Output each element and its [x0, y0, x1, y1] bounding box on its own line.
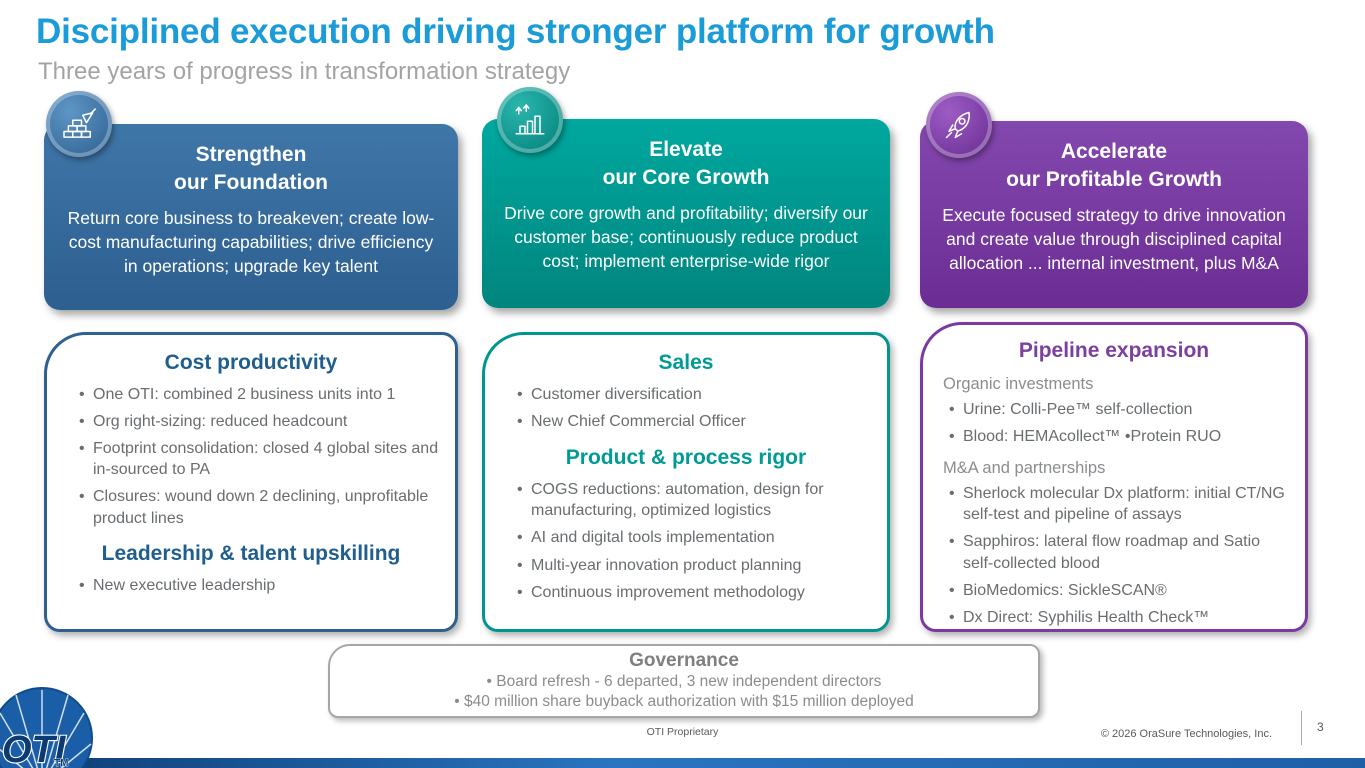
page-subtitle: Three years of progress in transformatio…: [38, 58, 571, 85]
bullet-item: Footprint consolidation: closed 4 global…: [79, 438, 443, 480]
growth-chart-icon: [497, 87, 563, 153]
detail-card-foundation: Cost productivity One OTI: combined 2 bu…: [44, 332, 458, 632]
bullet-item: Dx Direct: Syphilis Health Check™: [949, 607, 1293, 628]
pillar-title-line2: our Foundation: [174, 170, 328, 194]
bricks-trowel-icon-glyph: [63, 108, 96, 138]
footer-proprietary-text: OTI Proprietary: [646, 726, 719, 738]
bullet-item: One OTI: combined 2 business units into …: [79, 384, 443, 405]
bullet-item: Sapphiros: lateral flow roadmap and Sati…: [949, 531, 1293, 573]
pillar-title: Strengthen our Foundation: [44, 124, 458, 196]
pillar-card-elevate-core-growth: Elevate our Core Growth Drive core growt…: [482, 119, 890, 308]
pillar-description: Drive core growth and profitability; div…: [504, 203, 868, 272]
bottom-accent-bar: [0, 758, 1365, 768]
bricks-trowel-icon: [46, 91, 112, 157]
pillar-card-accelerate-profitable-growth: Accelerate our Profitable Growth Execute…: [920, 121, 1308, 308]
bullet-item: New executive leadership: [79, 575, 443, 596]
bullet-item: New Chief Commercial Officer: [517, 411, 875, 432]
bullet-item: Blood: HEMAcollect™ •Protein RUO: [949, 426, 1293, 447]
logo-tm: TM: [54, 758, 68, 768]
bullet-list: Customer diversification New Chief Comme…: [485, 384, 887, 432]
pillar-description: Execute focused strategy to drive innova…: [942, 205, 1286, 274]
pillar-title-line1: Elevate: [649, 138, 723, 161]
page-number: 3: [1317, 720, 1324, 734]
bullet-item: AI and digital tools implementation: [517, 527, 875, 548]
governance-bullet-text: Board refresh - 6 departed, 3 new indepe…: [487, 673, 882, 690]
footer-copyright-text: © 2026 OraSure Technologies, Inc.: [1100, 728, 1272, 740]
orasure-logo: OTI TM: [0, 686, 94, 768]
section-heading-product-process: Product & process rigor: [565, 446, 807, 470]
bullet-item: Sherlock molecular Dx platform: initial …: [949, 483, 1293, 525]
section-heading-sales: Sales: [658, 351, 714, 374]
bullet-list: Urine: Colli-Pee™ self-collection Blood:…: [923, 399, 1305, 447]
logo-text: OTI: [2, 729, 67, 768]
detail-card-core-growth: Sales Customer diversification New Chief…: [482, 332, 890, 632]
pillar-title-line2: our Profitable Growth: [1006, 167, 1222, 191]
bullet-list: COGS reductions: automation, design for …: [485, 479, 887, 603]
bullet-item: Closures: wound down 2 declining, unprof…: [79, 486, 443, 528]
pillar-title-line1: Strengthen: [195, 143, 307, 166]
bullet-item: Customer diversification: [517, 384, 875, 405]
pillar-title: Elevate our Core Growth: [482, 119, 890, 191]
section-heading-leadership: Leadership & talent upskilling: [101, 541, 401, 565]
rocket-icon: [926, 92, 992, 158]
page-title: Disciplined execution driving stronger p…: [36, 12, 995, 51]
bullet-list: Sherlock molecular Dx platform: initial …: [923, 483, 1305, 628]
pillar-title: Accelerate our Profitable Growth: [920, 121, 1308, 193]
detail-card-pipeline: Pipeline expansion Organic investments U…: [920, 322, 1308, 632]
rocket-icon-glyph: [945, 111, 970, 139]
bullet-item: COGS reductions: automation, design for …: [517, 479, 875, 521]
growth-chart-icon-glyph: [515, 104, 545, 135]
governance-heading: Governance: [629, 650, 739, 671]
bullet-list: New executive leadership: [47, 575, 455, 596]
bullet-item: BioMedomics: SickleSCAN®: [949, 580, 1293, 601]
group-label-ma-partnerships: M&A and partnerships: [943, 459, 1106, 478]
bullet-list: One OTI: combined 2 business units into …: [47, 384, 455, 529]
bullet-item: Multi-year innovation product planning: [517, 555, 875, 576]
governance-bullet: $40 million share buyback authorization …: [330, 692, 1038, 712]
bullet-item: Urine: Colli-Pee™ self-collection: [949, 399, 1293, 420]
pillar-title-line2: our Core Growth: [602, 165, 770, 189]
pillar-card-strengthen-foundation: Strengthen our Foundation Return core bu…: [44, 124, 458, 310]
orasure-logo-graphic: OTI TM: [0, 687, 93, 768]
group-label-organic: Organic investments: [943, 375, 1094, 393]
governance-bullet-text: $40 million share buyback authorization …: [454, 693, 914, 710]
bullet-item: Continuous improvement methodology: [517, 582, 875, 603]
bullet-item: Org right-sizing: reduced headcount: [79, 411, 443, 432]
footer-divider: [1301, 711, 1302, 745]
pillar-description: Return core business to breakeven; creat…: [67, 208, 435, 277]
pillar-title-line1: Accelerate: [1060, 140, 1168, 163]
section-heading-pipeline: Pipeline expansion: [1018, 339, 1210, 362]
governance-bullet: Board refresh - 6 departed, 3 new indepe…: [330, 672, 1038, 692]
governance-card: Governance Board refresh - 6 departed, 3…: [328, 644, 1040, 718]
section-heading-cost-productivity: Cost productivity: [164, 351, 338, 374]
